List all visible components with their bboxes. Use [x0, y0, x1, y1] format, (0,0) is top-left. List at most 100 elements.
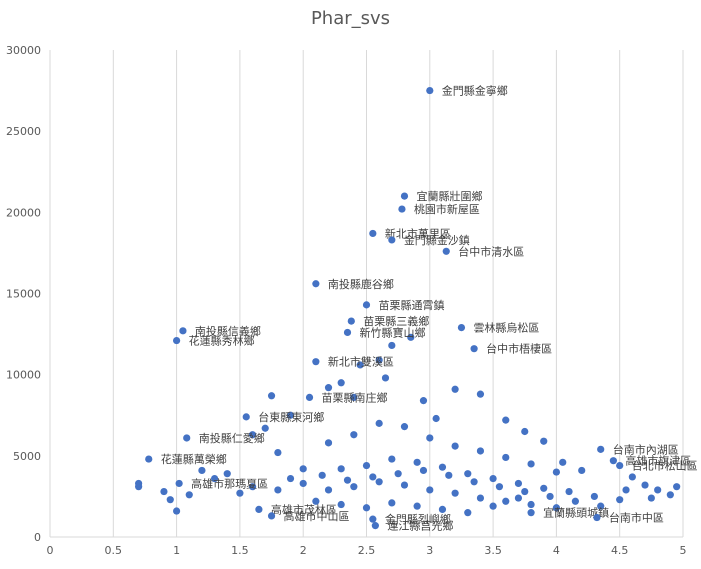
x-tick-label: 3.5: [484, 544, 502, 557]
data-point: [198, 466, 206, 475]
data-point: [464, 470, 472, 478]
data-point: [578, 466, 586, 475]
data-point: [442, 247, 450, 255]
data-label: 苗栗縣三義鄉: [363, 314, 429, 328]
data-point: [451, 489, 459, 497]
data-label: 新北市萬里區: [385, 226, 451, 240]
data-label: 台南市內湖區: [613, 442, 679, 456]
data-point: [641, 481, 649, 489]
data-point: [426, 434, 434, 442]
data-point: [381, 374, 390, 382]
data-label: 雲林縣烏松區: [473, 321, 539, 335]
data-point: [248, 483, 257, 491]
data-point: [470, 478, 478, 486]
data-point: [267, 512, 276, 520]
data-label: 桃園市新屋區: [414, 202, 480, 216]
data-point: [502, 416, 510, 424]
data-point: [514, 479, 523, 488]
data-point: [312, 280, 320, 288]
data-point: [609, 457, 617, 465]
data-point: [375, 419, 383, 427]
x-tick-label: 2: [300, 544, 307, 557]
x-tick-label: 1.5: [231, 544, 249, 557]
data-point: [398, 205, 406, 213]
data-label: 金門縣金寧鄉: [442, 84, 508, 98]
data-point: [305, 393, 314, 401]
data-label: 台中市梧棲區: [486, 342, 552, 356]
data-point: [426, 86, 434, 95]
data-point: [413, 502, 421, 510]
x-tick-label: 4.5: [611, 544, 629, 557]
data-point: [375, 478, 383, 486]
data-point: [546, 492, 554, 501]
data-point: [324, 486, 333, 494]
data-point: [267, 392, 276, 400]
data-point: [470, 345, 478, 353]
data-point: [495, 483, 504, 491]
data-label: 南投縣仁愛鄉: [199, 431, 265, 445]
data-label: 高雄市茂林區: [271, 502, 337, 516]
data-point: [451, 442, 459, 450]
y-tick-label: 30000: [6, 44, 41, 57]
data-point: [261, 424, 269, 432]
data-point: [540, 484, 548, 492]
data-point: [673, 483, 681, 491]
chart-title: Phar_svs: [310, 8, 391, 29]
y-tick-label: 5000: [13, 450, 41, 463]
data-point: [413, 458, 421, 466]
data-label: 高雄市中山區: [284, 509, 350, 523]
data-point: [362, 504, 371, 512]
x-tick-label: 5: [680, 544, 687, 557]
data-point: [312, 497, 320, 505]
data-point: [388, 236, 396, 244]
data-point: [407, 333, 415, 341]
x-tick-label: 1: [173, 544, 180, 557]
data-point: [286, 411, 295, 419]
data-label: 台東縣東河鄉: [258, 410, 324, 424]
data-label: 台北市松山區: [632, 459, 698, 473]
data-point: [299, 479, 307, 488]
data-label: 高雄市旗津區: [625, 454, 691, 468]
data-point: [388, 499, 396, 507]
data-point: [312, 358, 320, 366]
data-point: [274, 448, 282, 457]
data-point: [622, 486, 630, 494]
data-point: [476, 494, 485, 502]
data-point: [173, 507, 181, 515]
data-point: [394, 470, 402, 478]
data-point: [571, 497, 579, 505]
data-point: [160, 487, 168, 496]
data-point: [489, 502, 497, 510]
data-label: 台南市中區: [609, 511, 664, 525]
data-point: [590, 492, 598, 501]
data-point: [400, 423, 409, 431]
data-point: [347, 317, 355, 325]
data-point: [616, 461, 624, 470]
data-point: [236, 489, 244, 497]
y-tick-label: 15000: [6, 288, 41, 301]
data-point: [438, 463, 447, 471]
data-point: [166, 496, 174, 504]
data-point: [286, 474, 295, 483]
data-point: [175, 479, 183, 488]
data-label: 新竹縣寶山鄉: [360, 325, 426, 339]
data-point: [419, 466, 428, 475]
x-tick-label: 0.5: [105, 544, 123, 557]
data-point: [616, 496, 624, 504]
data-point: [476, 390, 485, 398]
data-point: [179, 327, 187, 335]
data-point: [145, 455, 153, 463]
data-point: [299, 465, 307, 473]
data-point: [476, 447, 485, 455]
data-point: [350, 483, 358, 491]
data-point: [371, 522, 379, 530]
data-label: 台中市清水區: [458, 244, 524, 258]
data-point: [375, 356, 383, 364]
data-point: [400, 192, 409, 200]
data-point: [438, 505, 447, 514]
data-label: 連江縣莒光鄉: [387, 519, 453, 533]
data-point: [527, 509, 535, 517]
data-point: [552, 468, 561, 476]
data-point: [628, 473, 636, 481]
y-tick-label: 0: [34, 531, 41, 544]
